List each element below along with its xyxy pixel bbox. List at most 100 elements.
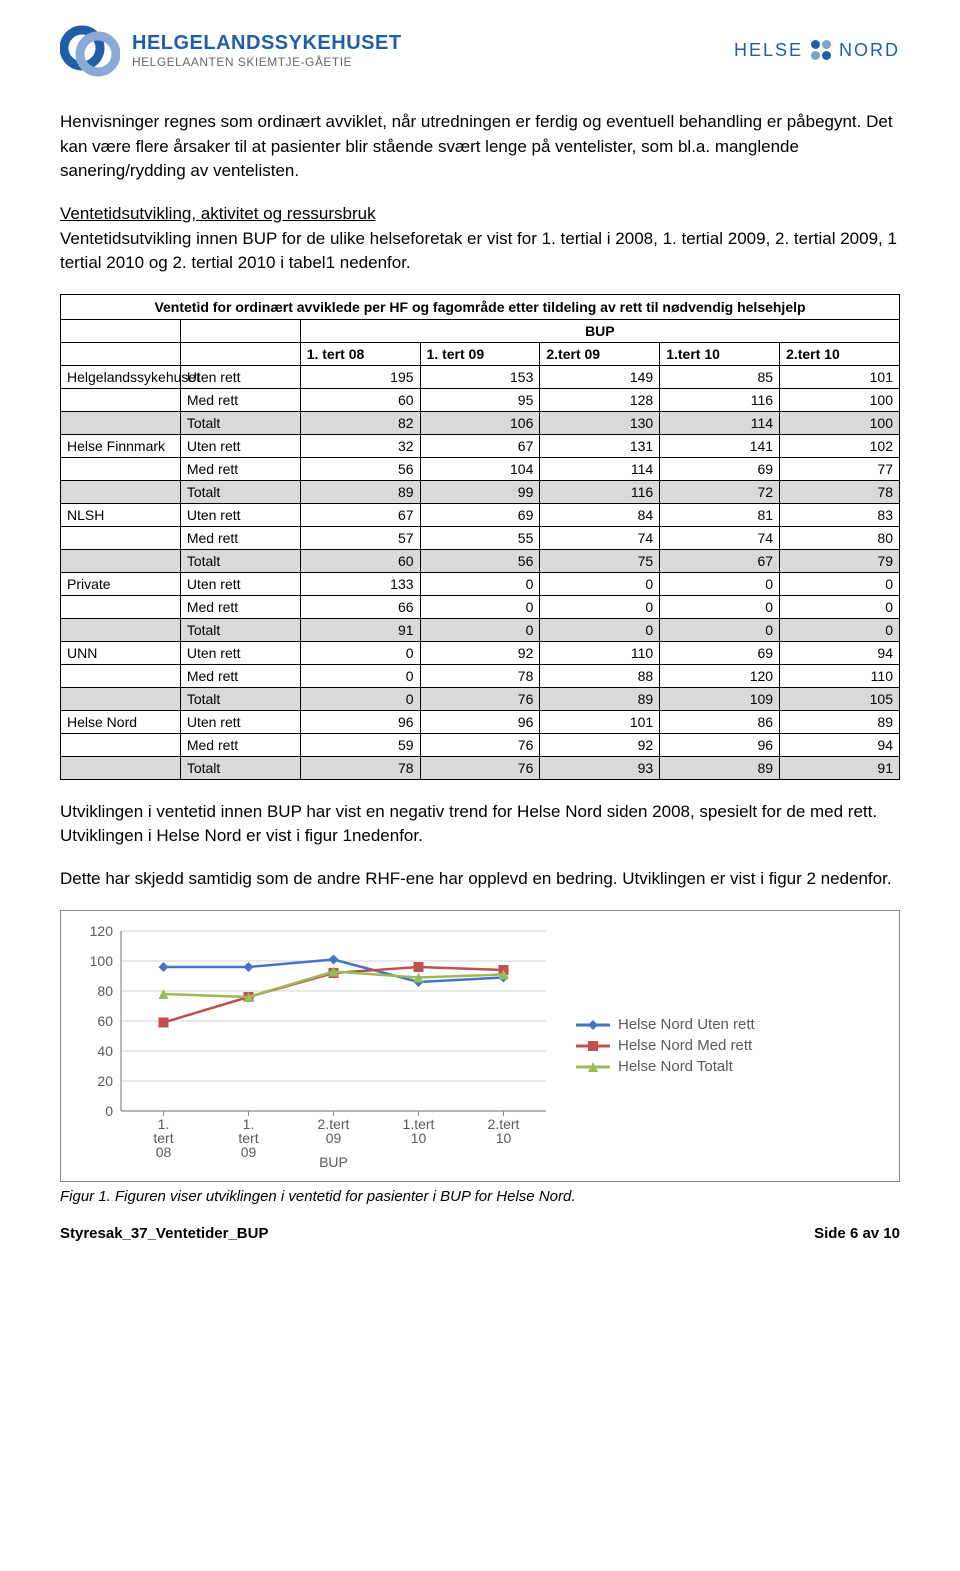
table-cell: 120: [660, 664, 780, 687]
table-cell: 76: [420, 733, 540, 756]
row-label: Totalt: [180, 756, 300, 779]
table-cell: 72: [660, 480, 780, 503]
table-cell: 67: [300, 503, 420, 526]
table-cell: 0: [660, 618, 780, 641]
svg-text:10: 10: [496, 1130, 512, 1146]
table-cell: 84: [540, 503, 660, 526]
table-cell: 0: [540, 595, 660, 618]
row-label: Uten rett: [180, 434, 300, 457]
ventetid-table: Ventetid for ordinært avviklede per HF o…: [60, 294, 900, 780]
interlocking-rings-icon: [60, 20, 120, 80]
svg-text:120: 120: [90, 923, 114, 939]
row-label: Med rett: [180, 733, 300, 756]
figure-caption: Figur 1. Figuren viser utviklingen i ven…: [60, 1188, 900, 1205]
table-cell: 116: [540, 480, 660, 503]
table-cell: 89: [780, 710, 900, 733]
table-cell: 0: [540, 572, 660, 595]
table-cell: 114: [660, 411, 780, 434]
table-cell: 99: [420, 480, 540, 503]
row-label: Totalt: [180, 618, 300, 641]
legend-label: Helse Nord Med rett: [618, 1037, 752, 1054]
table-cell: 104: [420, 457, 540, 480]
row-label: Totalt: [180, 687, 300, 710]
chart-legend: Helse Nord Uten rett Helse Nord Med rett H…: [576, 1012, 755, 1079]
paragraph-4: Dette har skjedd samtidig som de andre R…: [60, 867, 900, 892]
table-cell: 95: [420, 388, 540, 411]
table-cell: 94: [780, 733, 900, 756]
table-cell: 0: [420, 595, 540, 618]
table-cell: 56: [420, 549, 540, 572]
table-cell: 91: [300, 618, 420, 641]
page-footer: Styresak_37_Ventetider_BUP Side 6 av 10: [60, 1225, 900, 1242]
table-cell: 86: [660, 710, 780, 733]
paragraph-1: Henvisninger regnes som ordinært avvikle…: [60, 110, 900, 184]
column-header: 1. tert 08: [300, 342, 420, 365]
table-cell: 92: [540, 733, 660, 756]
table-cell: 74: [540, 526, 660, 549]
table-cell: 101: [540, 710, 660, 733]
column-header: 2.tert 09: [540, 342, 660, 365]
bup-label: BUP: [300, 319, 899, 342]
paragraph-2: Ventetidsutvikling, aktivitet og ressurs…: [60, 202, 900, 276]
table-cell: 101: [780, 365, 900, 388]
row-label: Med rett: [180, 457, 300, 480]
row-label: Totalt: [180, 480, 300, 503]
table-cell: 96: [660, 733, 780, 756]
logo-sub-text: HELGELAANTEN SKIEMTJE-GÅETIE: [132, 55, 402, 69]
row-label: Uten rett: [180, 710, 300, 733]
table-cell: 0: [300, 664, 420, 687]
table-cell: 78: [420, 664, 540, 687]
legend-item: Helse Nord Totalt: [576, 1058, 755, 1075]
table-cell: 76: [420, 687, 540, 710]
page-header: HELGELANDSSYKEHUSET HELGELAANTEN SKIEMTJ…: [60, 20, 900, 80]
legend-item: Helse Nord Uten rett: [576, 1016, 755, 1033]
table-cell: 60: [300, 549, 420, 572]
row-label: Med rett: [180, 526, 300, 549]
right-word2: NORD: [839, 40, 900, 61]
row-label: Med rett: [180, 595, 300, 618]
svg-text:20: 20: [97, 1073, 113, 1089]
table-cell: 116: [660, 388, 780, 411]
row-label: Uten rett: [180, 572, 300, 595]
table-cell: 93: [540, 756, 660, 779]
right-word1: HELSE: [734, 40, 803, 61]
table-cell: 96: [300, 710, 420, 733]
table-cell: 85: [660, 365, 780, 388]
table-cell: 128: [540, 388, 660, 411]
row-label: Uten rett: [180, 641, 300, 664]
table-cell: 80: [780, 526, 900, 549]
svg-text:0: 0: [105, 1103, 113, 1119]
table-cell: 89: [540, 687, 660, 710]
table-cell: 130: [540, 411, 660, 434]
para2-body: Ventetidsutvikling innen BUP for de ulik…: [60, 229, 897, 273]
logo-right: HELSE NORD: [734, 40, 900, 61]
paragraph-3: Utviklingen i ventetid innen BUP har vis…: [60, 800, 900, 849]
table-cell: 109: [660, 687, 780, 710]
table-cell: 0: [420, 618, 540, 641]
table-cell: 69: [660, 641, 780, 664]
legend-item: Helse Nord Med rett: [576, 1037, 755, 1054]
table-cell: 105: [780, 687, 900, 710]
svg-text:09: 09: [326, 1130, 342, 1146]
table-cell: 0: [540, 618, 660, 641]
table-cell: 57: [300, 526, 420, 549]
table-cell: 0: [300, 687, 420, 710]
table-cell: 110: [780, 664, 900, 687]
svg-text:40: 40: [97, 1043, 113, 1059]
para2-heading: Ventetidsutvikling, aktivitet og ressurs…: [60, 204, 376, 223]
table-cell: 131: [540, 434, 660, 457]
footer-right: Side 6 av 10: [814, 1225, 900, 1242]
table-cell: 55: [420, 526, 540, 549]
row-label: Med rett: [180, 664, 300, 687]
table-cell: 74: [660, 526, 780, 549]
table-cell: 141: [660, 434, 780, 457]
row-label: Totalt: [180, 411, 300, 434]
table-cell: 67: [660, 549, 780, 572]
table-cell: 0: [420, 572, 540, 595]
table-cell: 133: [300, 572, 420, 595]
table-cell: 32: [300, 434, 420, 457]
table-cell: 83: [780, 503, 900, 526]
table-cell: 56: [300, 457, 420, 480]
table-cell: 149: [540, 365, 660, 388]
table-cell: 59: [300, 733, 420, 756]
